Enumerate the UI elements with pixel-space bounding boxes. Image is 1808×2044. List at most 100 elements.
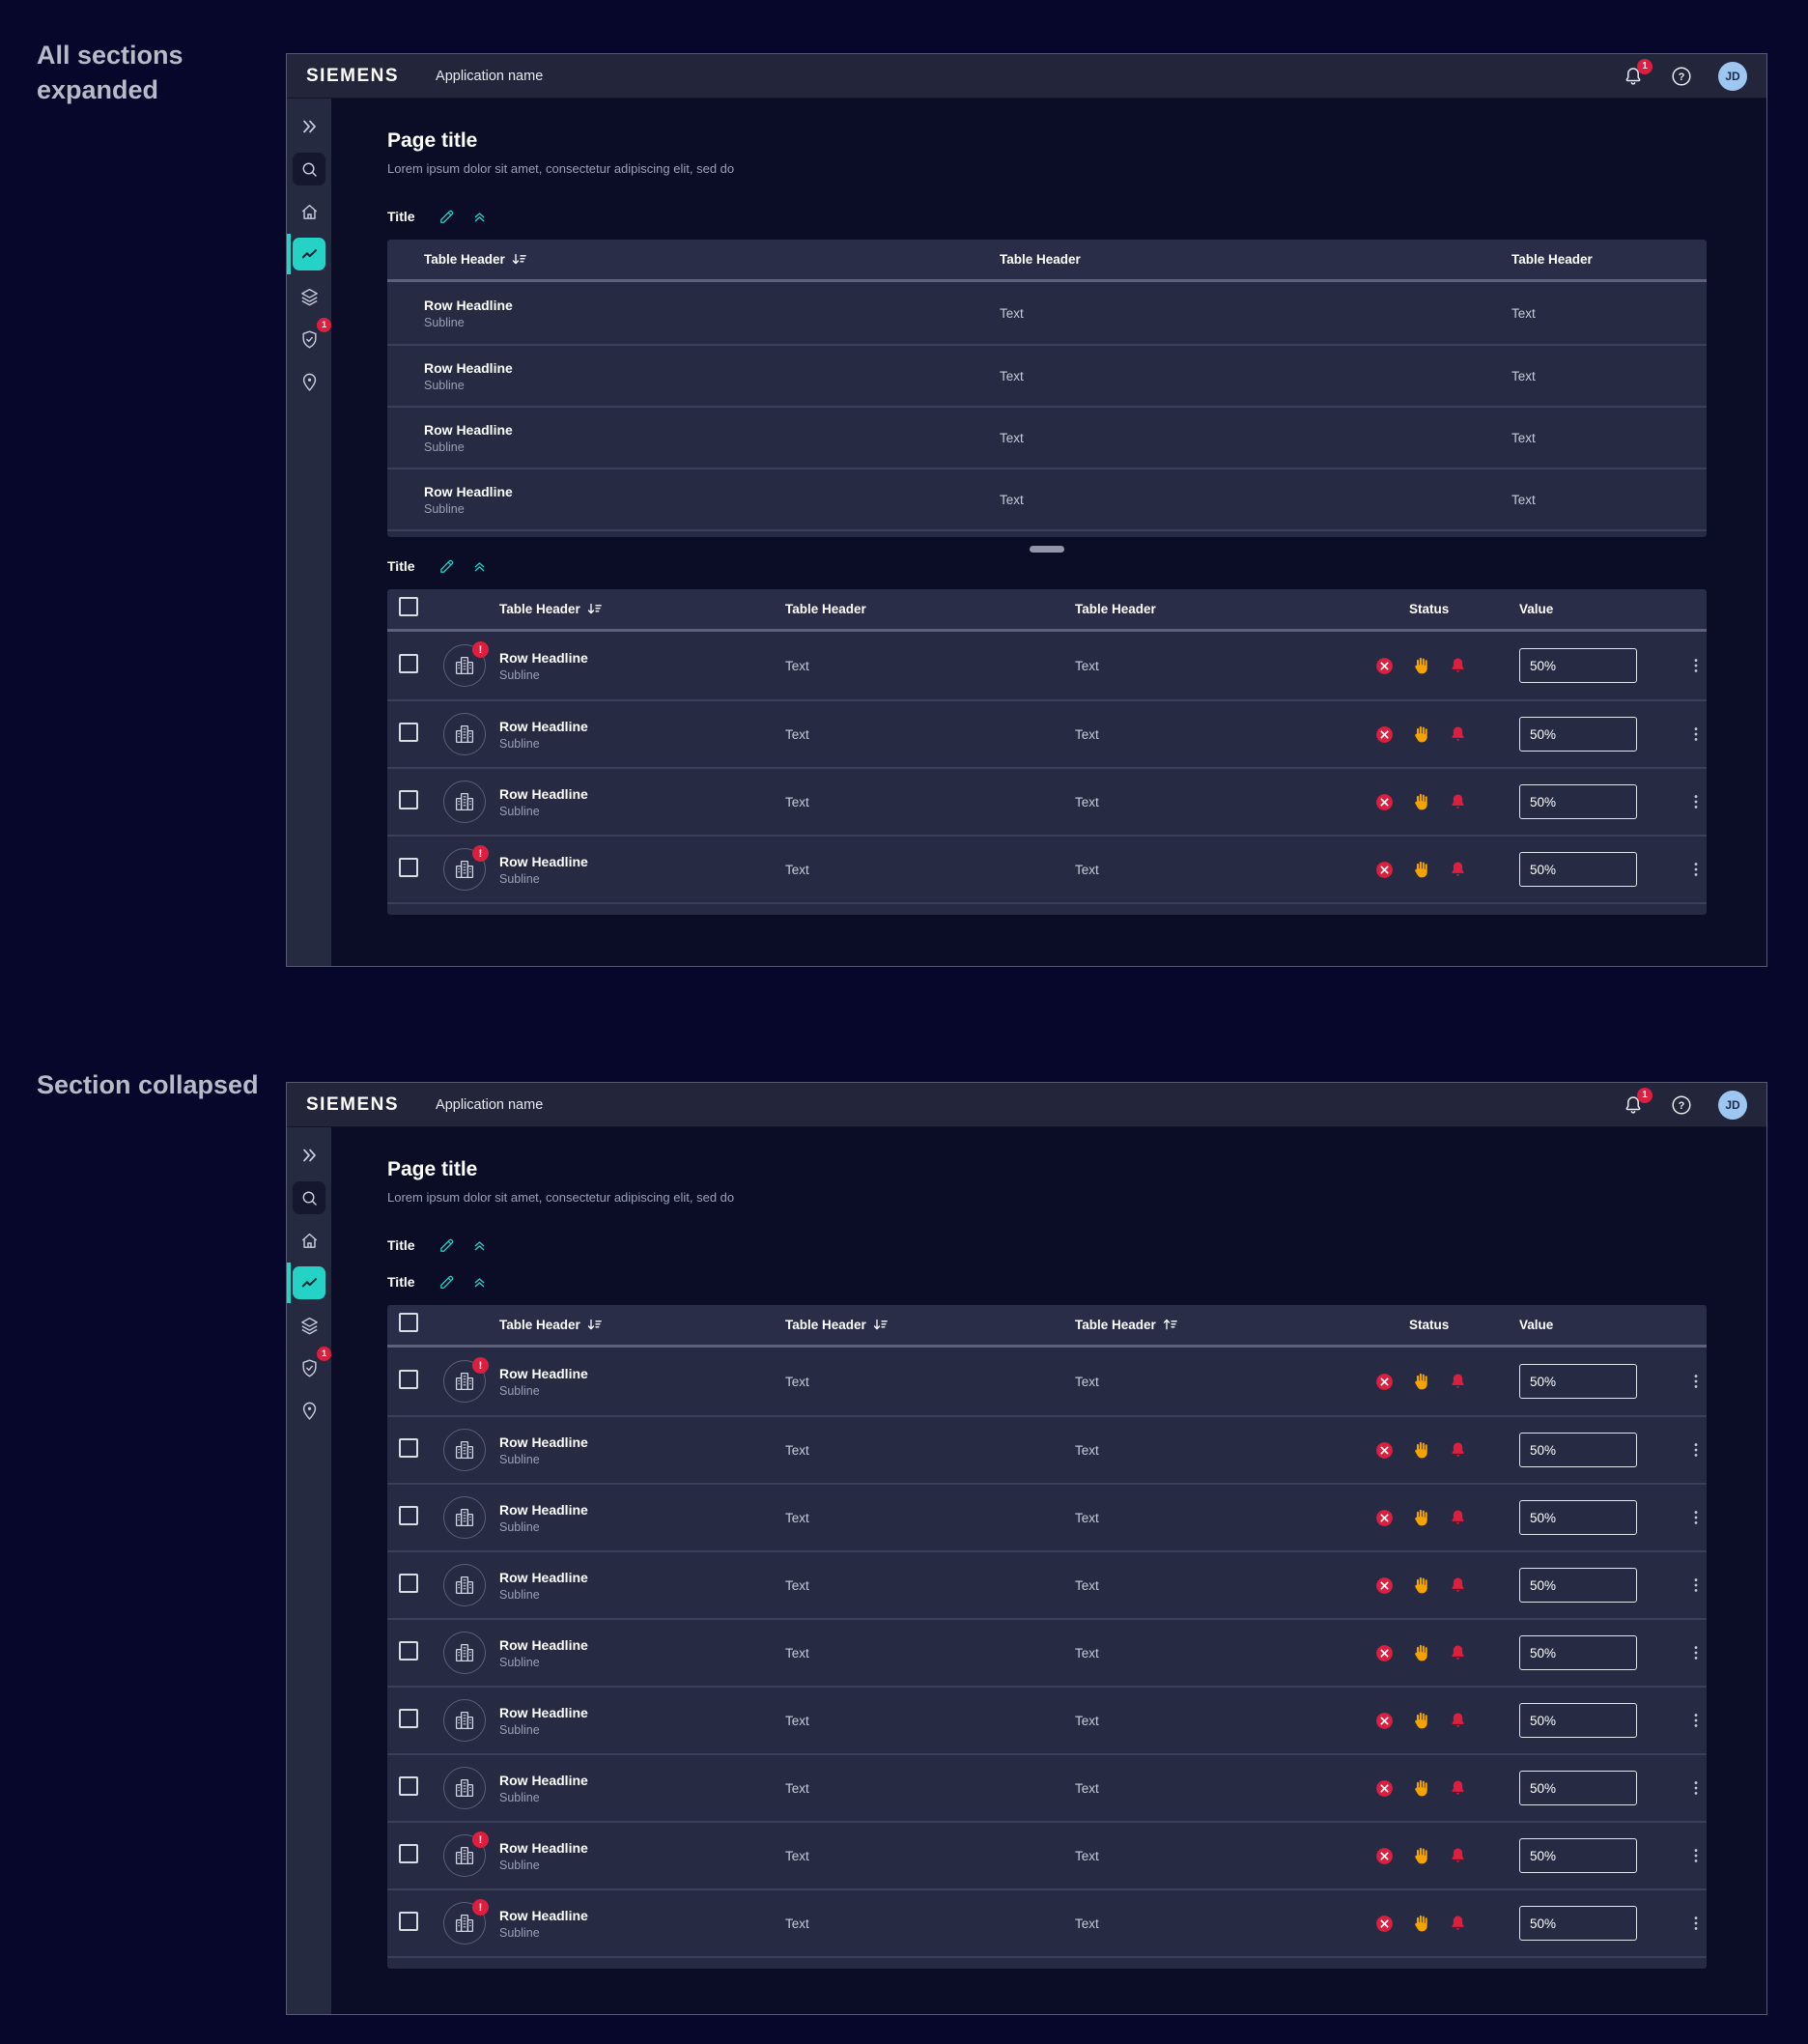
value-input[interactable]: 50%: [1519, 1906, 1637, 1941]
row-menu-button[interactable]: [1685, 724, 1707, 744]
table-row[interactable]: Row Headline Subline Text Text: [387, 344, 1707, 406]
collapse-section-button[interactable]: [467, 204, 493, 229]
row-checkbox[interactable]: [399, 1640, 418, 1661]
value-input[interactable]: 50%: [1519, 1364, 1637, 1399]
notifications-button[interactable]: 1: [1622, 1087, 1653, 1117]
row-menu-button[interactable]: [1685, 1914, 1707, 1933]
sidebar-search-button[interactable]: [293, 1181, 325, 1214]
row-menu-button[interactable]: [1685, 1778, 1707, 1798]
user-avatar[interactable]: JD: [1718, 61, 1747, 91]
table-row[interactable]: Row Headline Subline Text Text 50%: [387, 1550, 1707, 1618]
value-input[interactable]: 50%: [1519, 648, 1637, 683]
row-menu-button[interactable]: [1685, 1372, 1707, 1391]
collapse-section-button[interactable]: [467, 1269, 493, 1294]
column-header[interactable]: Table Header: [1511, 252, 1593, 267]
sidebar-location-button[interactable]: [293, 365, 325, 398]
row-headline: Row Headline: [424, 421, 513, 438]
column-header[interactable]: Table Header: [1075, 602, 1156, 616]
row-menu-button[interactable]: [1685, 1846, 1707, 1865]
row-menu-button[interactable]: [1685, 860, 1707, 879]
sidebar-location-button[interactable]: [293, 1394, 325, 1427]
table-row[interactable]: Row Headline Subline Text Text 50%: [387, 767, 1707, 835]
row-checkbox[interactable]: [399, 789, 418, 809]
edit-section-button[interactable]: [435, 554, 460, 579]
sidebar-expand-button[interactable]: [293, 110, 325, 143]
table-row[interactable]: ! Row Headline Subline Text Text: [387, 1821, 1707, 1888]
column-header[interactable]: Table Header: [1075, 1318, 1374, 1332]
table-row[interactable]: Row Headline Subline Text Text 50%: [387, 1618, 1707, 1686]
table-row[interactable]: ! Row Headline Subline Text Text: [387, 1888, 1707, 1956]
row-checkbox[interactable]: [399, 1775, 418, 1796]
sidebar-layers-button[interactable]: [293, 1309, 325, 1342]
location-pin-icon: [302, 373, 316, 391]
row-checkbox[interactable]: [399, 1573, 418, 1593]
row-checkbox[interactable]: [399, 1708, 418, 1728]
row-checkbox[interactable]: [399, 1843, 418, 1863]
notifications-button[interactable]: 1: [1622, 58, 1653, 88]
value-input[interactable]: 50%: [1519, 1568, 1637, 1603]
expand-section-button[interactable]: [467, 1233, 493, 1258]
column-header[interactable]: Table Header: [424, 252, 1000, 267]
value-input[interactable]: 50%: [1519, 1635, 1637, 1670]
row-menu-button[interactable]: [1685, 792, 1707, 811]
edit-section-button[interactable]: [435, 1269, 460, 1294]
table-row[interactable]: Row Headline Subline Text Text 50%: [387, 1686, 1707, 1753]
column-header[interactable]: Table Header: [499, 1318, 785, 1332]
sidebar-home-button[interactable]: [293, 195, 325, 228]
sidebar-layers-button[interactable]: [293, 280, 325, 313]
table-row[interactable]: Row Headline Subline Text Text: [387, 468, 1707, 529]
row-checkbox[interactable]: [399, 722, 418, 742]
building-icon: [455, 1576, 474, 1595]
help-button[interactable]: ?: [1670, 1093, 1693, 1117]
row-menu-button[interactable]: [1685, 1440, 1707, 1460]
sidebar-home-button[interactable]: [293, 1224, 325, 1257]
row-checkbox[interactable]: [399, 1369, 418, 1389]
row-menu-button[interactable]: [1685, 1643, 1707, 1662]
resize-handle[interactable]: [1030, 546, 1064, 553]
value-input[interactable]: 50%: [1519, 1703, 1637, 1738]
table-row[interactable]: Row Headline Subline Text Text 50%: [387, 1753, 1707, 1821]
sidebar-analytics-button-active[interactable]: [287, 1263, 325, 1303]
value-input[interactable]: 50%: [1519, 1433, 1637, 1467]
table-row[interactable]: ! Row Headline Subline Text Text: [387, 632, 1707, 699]
column-header[interactable]: Table Header: [1000, 252, 1081, 267]
value-input[interactable]: 50%: [1519, 784, 1637, 819]
sidebar-security-button[interactable]: 1: [293, 1347, 331, 1384]
value-column-header: Value: [1519, 602, 1554, 616]
help-button[interactable]: ?: [1670, 65, 1693, 88]
table-row[interactable]: Row Headline Subline Text Text 50%: [387, 699, 1707, 767]
value-input[interactable]: 50%: [1519, 1500, 1637, 1535]
select-all-checkbox[interactable]: [399, 1313, 418, 1332]
table-row[interactable]: ! Row Headline Subline Text Text: [387, 835, 1707, 902]
row-menu-button[interactable]: [1685, 656, 1707, 675]
select-all-checkbox[interactable]: [399, 597, 418, 616]
row-checkbox[interactable]: [399, 1911, 418, 1931]
row-checkbox[interactable]: [399, 1505, 418, 1525]
table-row[interactable]: Row Headline Subline Text Text: [387, 282, 1707, 344]
column-header[interactable]: Table Header: [785, 1318, 1075, 1332]
collapse-section-button[interactable]: [467, 554, 493, 579]
row-checkbox[interactable]: [399, 857, 418, 877]
row-checkbox[interactable]: [399, 653, 418, 673]
edit-section-button[interactable]: [435, 1233, 460, 1258]
sidebar-search-button[interactable]: [293, 153, 325, 185]
row-menu-button[interactable]: [1685, 1576, 1707, 1595]
edit-section-button[interactable]: [435, 204, 460, 229]
sidebar-security-button[interactable]: 1: [293, 318, 331, 355]
row-menu-button[interactable]: [1685, 1711, 1707, 1730]
value-input[interactable]: 50%: [1519, 852, 1637, 887]
value-input[interactable]: 50%: [1519, 717, 1637, 752]
table-row[interactable]: Row Headline Subline Text Text 50%: [387, 1415, 1707, 1483]
table-row[interactable]: Row Headline Subline Text Text: [387, 406, 1707, 468]
sidebar-expand-button[interactable]: [293, 1139, 325, 1172]
table-row[interactable]: Row Headline Subline Text Text 50%: [387, 1483, 1707, 1550]
row-menu-button[interactable]: [1685, 1508, 1707, 1527]
row-checkbox[interactable]: [399, 1437, 418, 1458]
column-header[interactable]: Table Header: [785, 602, 866, 616]
column-header[interactable]: Table Header: [499, 602, 785, 616]
value-input[interactable]: 50%: [1519, 1838, 1637, 1873]
value-input[interactable]: 50%: [1519, 1771, 1637, 1805]
user-avatar[interactable]: JD: [1718, 1090, 1747, 1120]
sidebar-analytics-button-active[interactable]: [287, 234, 325, 274]
table-row[interactable]: ! Row Headline Subline Text Text: [387, 1348, 1707, 1415]
